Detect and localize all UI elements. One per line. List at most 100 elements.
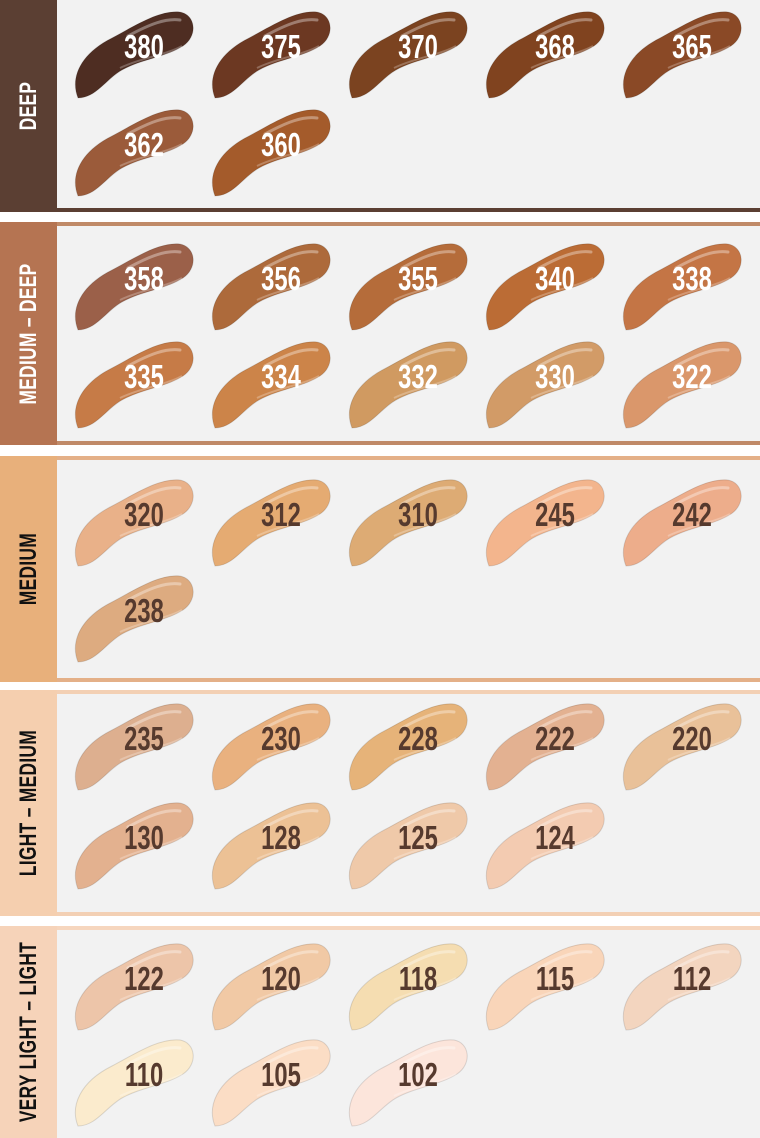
section-label: MEDIUM	[14, 532, 42, 606]
shade-number: 102	[398, 1056, 438, 1093]
shade-number: 368	[535, 28, 575, 65]
shade-number: 312	[261, 496, 301, 533]
shade-swatch: 312	[207, 474, 335, 570]
shade-number: 365	[672, 28, 712, 65]
shade-number: 335	[124, 358, 164, 395]
shade-swatch: 365	[618, 6, 746, 102]
swatch-smear	[211, 11, 331, 99]
shade-swatch: 322	[618, 336, 746, 432]
shade-number: 220	[672, 720, 712, 757]
shade-swatch: 245	[481, 474, 609, 570]
swatch-smear	[485, 341, 605, 429]
shade-swatch: 110	[70, 1034, 198, 1130]
swatch-smear	[622, 479, 742, 567]
swatch-smear	[348, 243, 468, 331]
swatch-smear	[74, 11, 194, 99]
shade-number: 122	[124, 960, 164, 997]
section-divider	[57, 208, 760, 212]
swatch-smear	[348, 341, 468, 429]
shade-swatch: 340	[481, 238, 609, 334]
shade-swatch: 228	[344, 698, 472, 794]
section-band: VERY LIGHT – LIGHT	[0, 926, 57, 1138]
shade-swatch: 120	[207, 938, 335, 1034]
shade-number: 322	[672, 358, 712, 395]
swatch-smear	[348, 11, 468, 99]
swatch-smear	[211, 341, 331, 429]
section-band: LIGHT – MEDIUM	[0, 690, 57, 916]
swatch-smear	[74, 479, 194, 567]
swatch-smear	[348, 943, 468, 1031]
shade-number: 332	[398, 358, 438, 395]
section-divider	[57, 678, 760, 682]
section-divider	[57, 441, 760, 445]
shade-swatch: 380	[70, 6, 198, 102]
shade-section: MEDIUM – DEEP 358 356 355 340 338 335 33…	[0, 222, 760, 445]
swatch-smear	[74, 943, 194, 1031]
shade-number: 355	[398, 260, 438, 297]
shade-swatch: 124	[481, 797, 609, 893]
shade-swatch: 332	[344, 336, 472, 432]
shade-swatch: 222	[481, 698, 609, 794]
shade-section: DEEP 380 375 370 368 365 362 360	[0, 0, 760, 212]
shade-swatch: 362	[70, 104, 198, 200]
swatch-smear	[74, 575, 194, 663]
swatch-smear	[74, 341, 194, 429]
shade-number: 128	[261, 819, 301, 856]
swatch-smear	[211, 243, 331, 331]
shade-swatch: 375	[207, 6, 335, 102]
shade-number: 310	[398, 496, 438, 533]
shade-swatch: 360	[207, 104, 335, 200]
shade-number: 340	[535, 260, 575, 297]
section-label: VERY LIGHT – LIGHT	[14, 941, 42, 1123]
shade-number: 124	[535, 819, 575, 856]
shade-number: 338	[672, 260, 712, 297]
swatch-smear	[622, 243, 742, 331]
swatch-smear	[485, 703, 605, 791]
shade-swatch: 102	[344, 1034, 472, 1130]
shade-swatch: 235	[70, 698, 198, 794]
swatch-smear	[211, 703, 331, 791]
shade-number: 120	[261, 960, 301, 997]
shade-number: 320	[124, 496, 164, 533]
section-divider	[57, 926, 760, 930]
section-band: MEDIUM – DEEP	[0, 222, 57, 445]
shade-section: LIGHT – MEDIUM 235 230 228 222 220 130 1…	[0, 690, 760, 916]
shade-swatch: 238	[70, 570, 198, 666]
shade-number: 242	[672, 496, 712, 533]
swatch-smear	[622, 943, 742, 1031]
shade-number: 130	[124, 819, 164, 856]
swatch-smear	[485, 943, 605, 1031]
shade-number: 230	[261, 720, 301, 757]
swatch-smear	[74, 703, 194, 791]
shade-number: 380	[124, 28, 164, 65]
swatch-smear	[485, 11, 605, 99]
swatch-smear	[622, 11, 742, 99]
shade-number: 362	[124, 126, 164, 163]
shade-swatch: 368	[481, 6, 609, 102]
shade-swatch: 122	[70, 938, 198, 1034]
shade-number: 222	[535, 720, 575, 757]
shade-swatch: 335	[70, 336, 198, 432]
shade-number: 358	[124, 260, 164, 297]
shade-number: 228	[398, 720, 438, 757]
shade-swatch: 125	[344, 797, 472, 893]
swatch-smear	[211, 802, 331, 890]
shade-swatch: 355	[344, 238, 472, 334]
shade-swatch: 230	[207, 698, 335, 794]
shade-number: 105	[261, 1056, 301, 1093]
swatch-smear	[74, 109, 194, 197]
section-divider	[57, 456, 760, 460]
swatch-smear	[485, 479, 605, 567]
shade-swatch: 118	[344, 938, 472, 1034]
shade-swatch: 330	[481, 336, 609, 432]
section-divider	[57, 690, 760, 694]
shade-section: MEDIUM 320 312 310 245 242 238	[0, 456, 760, 682]
swatch-smear	[211, 479, 331, 567]
swatch-smear	[211, 109, 331, 197]
section-label: DEEP	[14, 81, 42, 131]
shade-swatch: 220	[618, 698, 746, 794]
shade-number: 238	[124, 592, 164, 629]
shade-swatch: 358	[70, 238, 198, 334]
swatch-smear	[74, 1039, 194, 1127]
shade-number: 334	[261, 358, 301, 395]
